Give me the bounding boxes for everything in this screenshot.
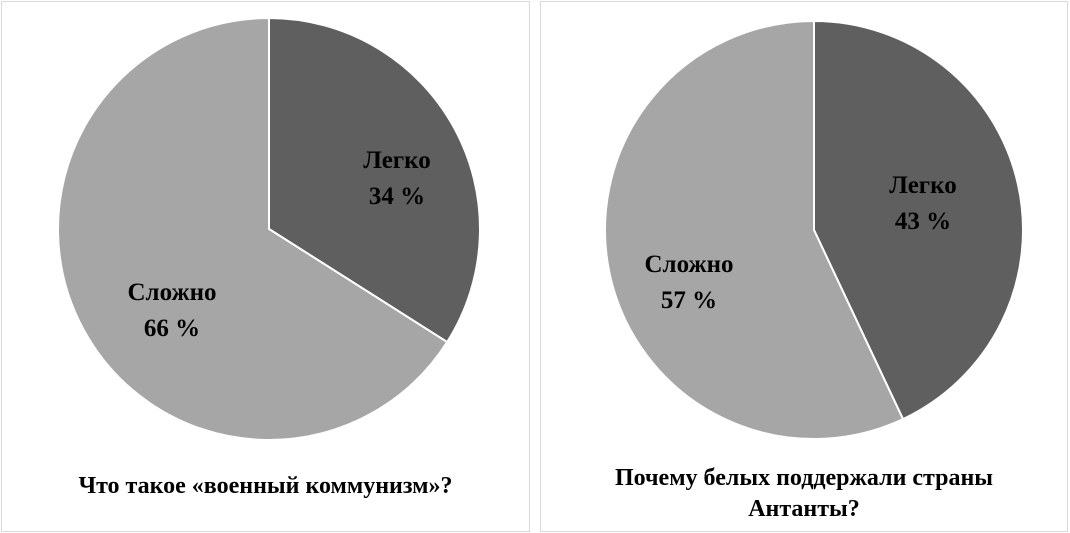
chart-caption-1: Почему белых поддержали страны Антанты? [614,465,994,522]
pie-slice-0-1 [57,16,449,441]
slice-label-0-0: Легко [363,147,430,174]
slice-percent-0-1: 66 % [144,315,200,342]
pie-chart-panel-military-communism: Легко 34 % Сложно 66 % Что такое «военный к… [1,1,530,532]
slice-percent-0-0: 34 % [369,183,425,210]
pie-slice-0-0 [268,16,481,344]
pie-chart-1: Легко 43 % Сложно 57 % [604,19,1024,440]
pie-slice-1-1 [604,19,905,440]
chart-caption-0: Что такое «военный коммунизм»? [78,473,453,499]
pie-chart-0: Легко 34 % Сложно 66 % [57,16,481,441]
slice-percent-1-1: 57 % [661,287,717,314]
slice-label-1-1: Сложно [645,251,734,278]
pie-chart-panel-entente-support: Легко 43 % Сложно 57 % Почему белых поддерж… [540,1,1068,532]
slice-label-0-1: Сложно [128,279,217,306]
pie-slice-1-0 [813,19,1024,421]
slice-percent-1-0: 43 % [895,208,951,235]
slice-label-1-0: Легко [889,172,956,199]
